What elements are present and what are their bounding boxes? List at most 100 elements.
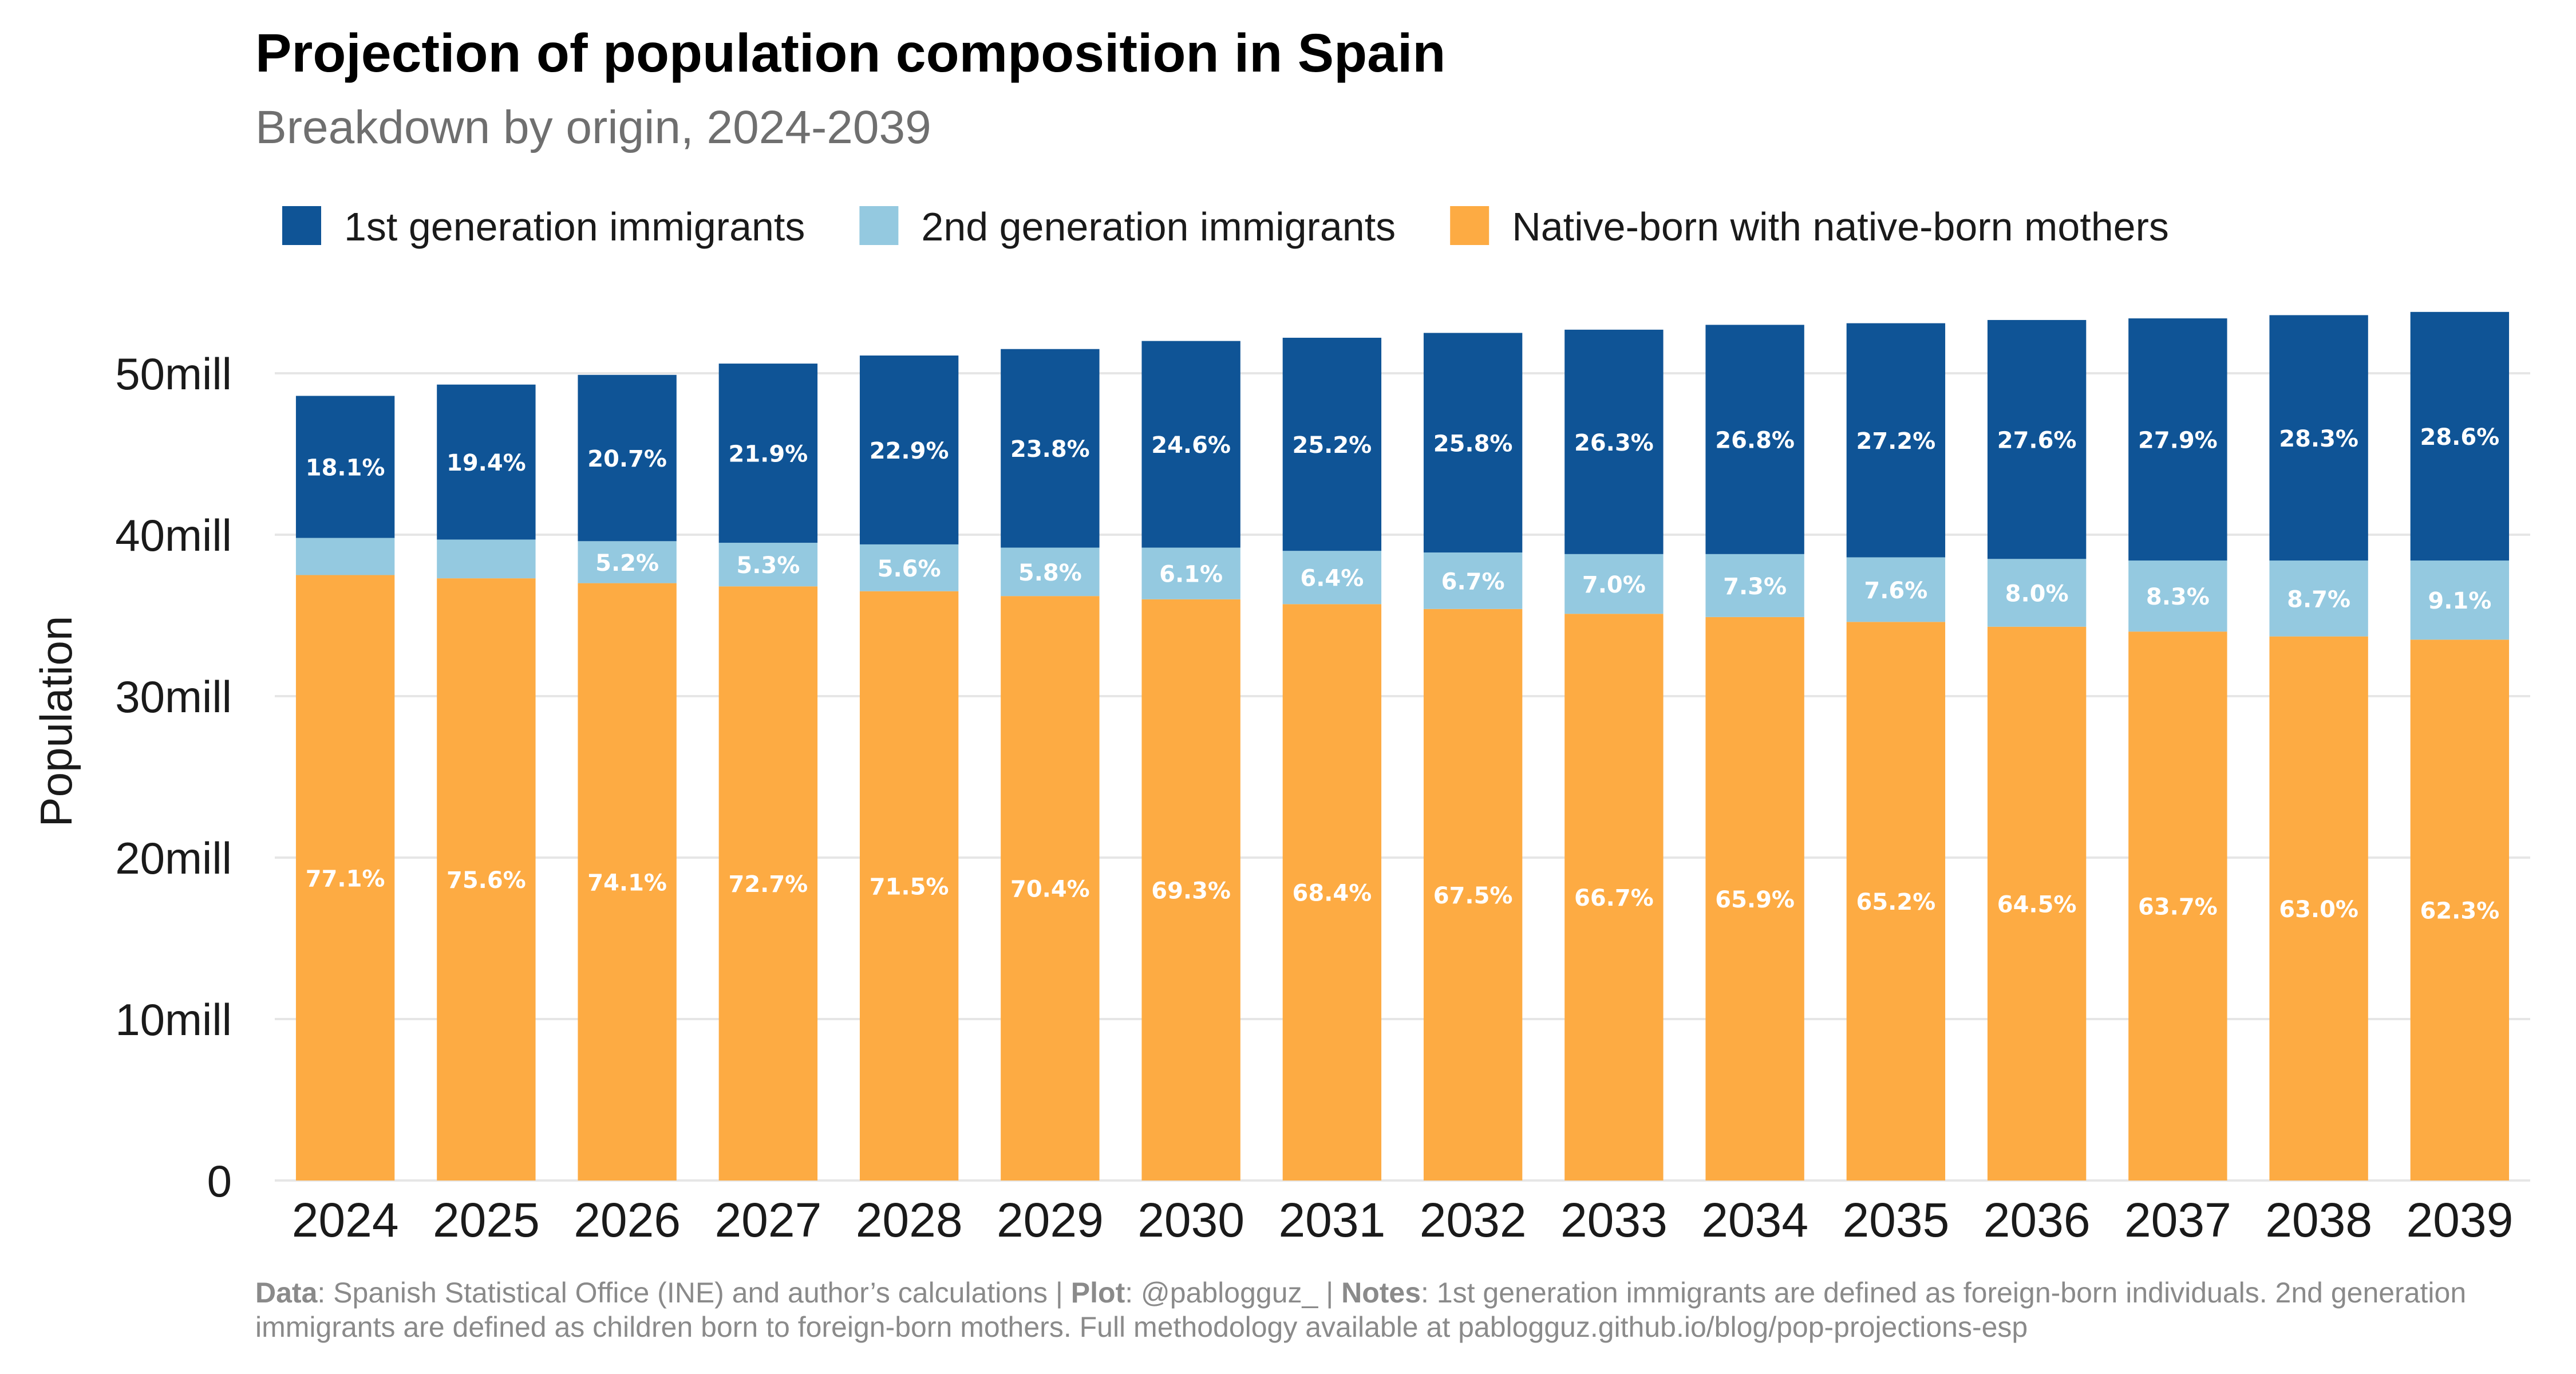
bar-data-label: 65.2%	[1856, 889, 1935, 915]
legend-label: 1st generation immigrants	[344, 204, 805, 249]
bar-data-label: 21.9%	[728, 441, 808, 468]
bar-segment-first-gen	[718, 364, 818, 543]
bar-data-label: 65.9%	[1715, 887, 1795, 913]
legend-key	[859, 206, 899, 245]
bar-segment-native	[578, 583, 677, 1180]
x-tick-label: 2024	[292, 1193, 399, 1247]
bar-data-label: 77.1%	[306, 866, 385, 892]
bar-segment-native	[718, 586, 818, 1180]
y-tick-label: 20mill	[115, 833, 232, 883]
caption-plot-label: Plot	[1071, 1277, 1125, 1309]
bar-data-label: 5.8%	[1018, 560, 1082, 586]
bar-segment-first-gen	[1001, 349, 1100, 548]
x-tick-label: 2030	[1137, 1193, 1244, 1247]
bar-data-label: 74.1%	[587, 870, 667, 896]
bar-data-label: 6.7%	[1441, 568, 1505, 595]
x-tick-label: 2037	[2124, 1193, 2231, 1247]
bar-segment-first-gen	[2128, 318, 2227, 561]
bar-segment-second-gen	[1141, 547, 1240, 599]
x-tick-label: 2034	[1701, 1193, 1808, 1247]
bar-data-label: 63.0%	[2279, 897, 2358, 923]
bar-data-label: 7.0%	[1582, 572, 1646, 598]
bar-data-label: 27.6%	[1997, 428, 2077, 454]
bar-segment-second-gen	[2128, 560, 2227, 632]
bar-segment-second-gen	[1001, 547, 1100, 597]
bar-segment-first-gen	[578, 374, 677, 542]
bar-labels: 77.1% 18.1% 75.6% 19.4% 74.1% 5.2% 20.7% 72.7% 5…	[306, 424, 2500, 925]
bar-data-label: 9.1%	[2428, 588, 2491, 614]
bar-segment-native	[2128, 631, 2227, 1180]
bar-data-label: 18.1%	[306, 455, 385, 481]
bar-segment-first-gen	[859, 355, 959, 544]
bar-segment-native	[1282, 604, 1382, 1180]
caption-plot-text: : @pablogguz_ |	[1125, 1277, 1341, 1309]
bar-data-label: 62.3%	[2420, 898, 2499, 925]
y-axis: 0 10mill 20mill 30mill 40mill 50mill	[115, 349, 232, 1206]
legend-key	[1450, 206, 1490, 245]
y-tick-label: 10mill	[115, 994, 232, 1045]
bar-segment-first-gen	[1987, 319, 2087, 559]
bar-data-label: 71.5%	[870, 874, 949, 900]
caption-notes-text: : 1st generation immigrants are defined …	[1421, 1277, 2466, 1309]
bar-segment-first-gen	[2269, 315, 2368, 561]
bar-segment-second-gen	[1423, 552, 1523, 609]
bar-segment-native	[1141, 599, 1240, 1180]
chart-title: Projection of population composition in …	[255, 23, 1445, 84]
bar-data-label: 6.1%	[1159, 562, 1223, 588]
bar-data-label: 28.6%	[2420, 424, 2499, 451]
bar-segment-second-gen	[1282, 551, 1382, 605]
caption-data-text: : Spanish Statistical Office (INE) and a…	[317, 1277, 1070, 1309]
caption-data-label: Data	[255, 1277, 318, 1309]
bar-data-label: 70.4%	[1010, 876, 1090, 903]
bar-segment-native	[859, 591, 959, 1180]
y-axis-title: Population	[31, 616, 81, 827]
bar-data-label: 27.9%	[2138, 428, 2218, 454]
x-tick-label: 2028	[856, 1193, 963, 1247]
caption-notes-label: Notes	[1341, 1277, 1421, 1309]
bar-segment-native	[1846, 622, 1946, 1180]
bar-data-label: 5.6%	[878, 556, 941, 582]
x-tick-label: 2038	[2265, 1193, 2372, 1247]
bar-data-label: 67.5%	[1433, 883, 1513, 909]
bar-segment-first-gen	[1705, 325, 1804, 554]
bar-segment-second-gen	[718, 543, 818, 587]
legend: 1st generation immigrants 2nd generation …	[282, 204, 2169, 249]
x-tick-label: 2032	[1420, 1193, 1527, 1247]
bar-data-label: 5.2%	[595, 550, 659, 577]
bar-data-label: 5.3%	[736, 552, 800, 579]
bar-segment-second-gen	[1564, 554, 1664, 614]
x-tick-label: 2031	[1278, 1193, 1385, 1247]
x-tick-label: 2035	[1842, 1193, 1949, 1247]
bar-segment-second-gen	[437, 539, 536, 579]
x-tick-label: 2033	[1560, 1193, 1668, 1247]
y-tick-label: 40mill	[115, 510, 232, 560]
y-tick-label: 0	[207, 1156, 232, 1206]
bar-segment-second-gen	[578, 541, 677, 583]
bar-data-label: 8.7%	[2287, 586, 2350, 613]
bar-segment-native	[1001, 596, 1100, 1180]
x-tick-label: 2027	[714, 1193, 821, 1247]
caption-line-2: immigrants are defined as children born …	[255, 1311, 2028, 1343]
bar-data-label: 26.3%	[1574, 430, 1654, 456]
bar-segment-second-gen	[1846, 557, 1946, 622]
bar-segment-first-gen	[437, 384, 536, 540]
bar-segment-second-gen	[1705, 554, 1804, 617]
x-tick-label: 2036	[1984, 1193, 2091, 1247]
bar-data-label: 26.8%	[1715, 428, 1795, 454]
x-axis: 2024 2025 2026 2027 2028 2029 2030 2031 2032 2033…	[292, 1193, 2514, 1247]
bar-data-label: 68.4%	[1292, 881, 1372, 907]
bar-segment-native	[1987, 626, 2087, 1180]
bar-data-label: 25.2%	[1292, 432, 1372, 459]
bar-segment-native	[295, 575, 395, 1180]
bar-segment-second-gen	[295, 538, 395, 575]
bar-segment-native	[2410, 639, 2510, 1180]
bar-data-label: 64.5%	[1997, 891, 2077, 918]
bar-data-label: 28.3%	[2279, 426, 2358, 452]
bar-segment-first-gen	[1423, 333, 1523, 553]
bar-segment-native	[437, 578, 536, 1180]
x-tick-label: 2025	[433, 1193, 540, 1247]
bar-data-label: 6.4%	[1300, 566, 1364, 592]
legend-key	[282, 206, 321, 245]
bar-segment-first-gen	[1846, 323, 1946, 558]
